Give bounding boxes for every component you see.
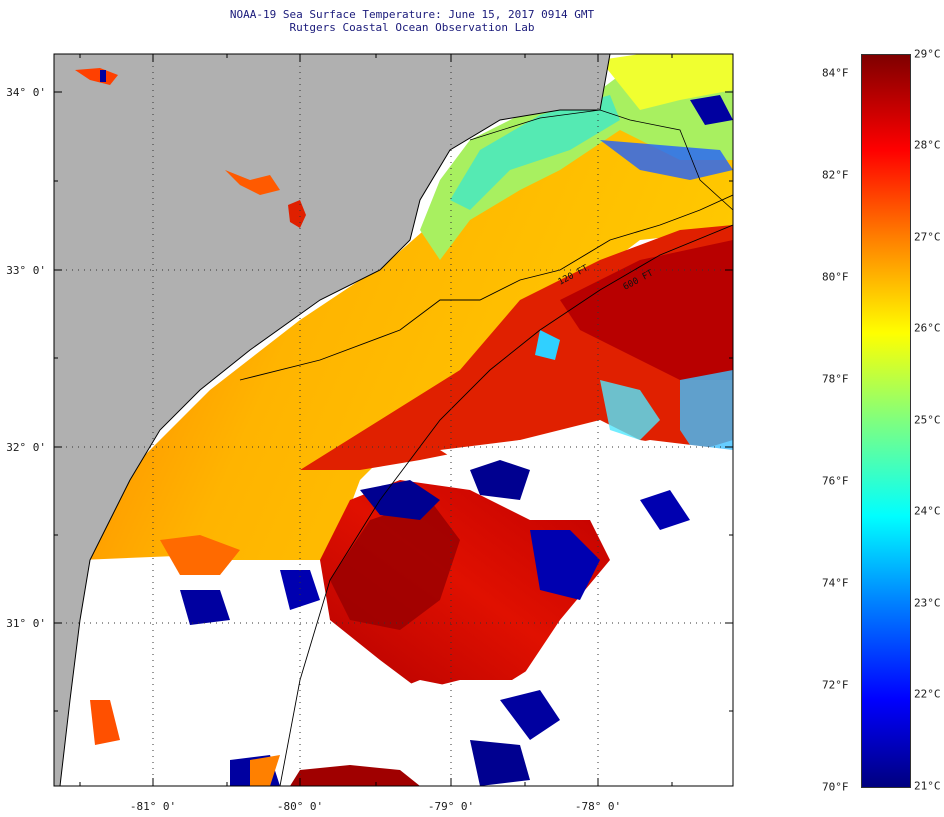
isobath-120ft [239,194,733,381]
warm-patch-a [225,170,280,195]
colorbar-c-label: 21°C [914,779,941,793]
color-scale-bar [861,54,911,788]
map-subtitle: Rutgers Coastal Ocean Observation Lab [289,21,535,34]
colorbar-f-label: 70°F [822,780,849,794]
colorbar-f-label: 80°F [822,270,849,284]
colorbar-f-label: 78°F [822,372,849,386]
lat-label: 32° 0' [6,441,46,454]
colorbar-f-label: 74°F [822,576,849,590]
colorbar-c-label: 22°C [914,687,941,701]
shelf-water [90,54,733,560]
colorbar-c-label: 28°C [914,138,941,152]
lat-label: 34° 0' [6,86,46,99]
lon-label: -80° 0' [276,800,324,813]
colorbar-c-label: 24°C [914,504,941,518]
colorbar-f-label: 82°F [822,168,849,182]
colorbar-c-label: 26°C [914,321,941,335]
colorbar-c-label: 25°C [914,413,941,427]
colorbar-f-label: 72°F [822,678,849,692]
colorbar-c-label: 27°C [914,230,941,244]
isobath-600ft [279,224,733,786]
lat-label: 31° 0' [6,617,46,630]
lat-label: 33° 0' [6,264,46,277]
cloud-area [80,555,300,760]
map-title: NOAA-19 Sea Surface Temperature: June 15… [229,8,595,21]
colorbar-c-label: 23°C [914,596,941,610]
lon-label: -79° 0' [427,800,475,813]
lon-label: -78° 0' [574,800,622,813]
warm-patch-b [288,200,306,228]
colorbar-f-label: 76°F [822,474,849,488]
colorbar-f-label: 84°F [822,66,849,80]
land [54,54,610,786]
colorbar-c-label: 29°C [914,47,941,61]
lon-label: -81° 0' [129,800,177,813]
